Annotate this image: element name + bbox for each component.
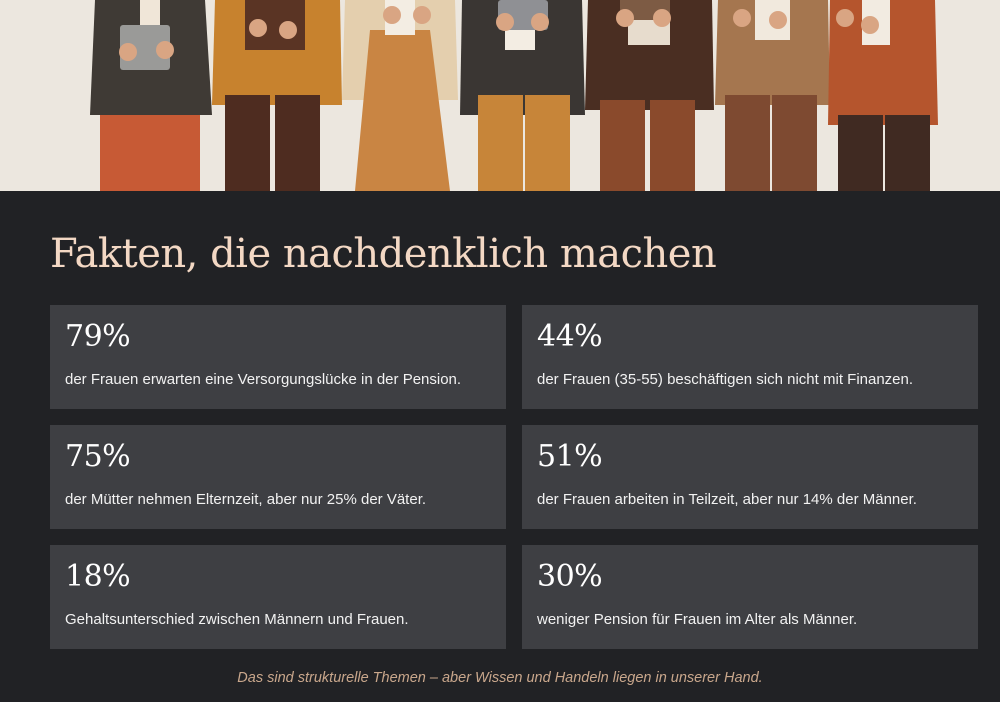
fact-text: weniger Pension für Frauen im Alter als … bbox=[537, 611, 858, 628]
figure-6 bbox=[715, 0, 830, 191]
figure-1 bbox=[90, 0, 212, 191]
fact-text: Gehaltsunterschied zwischen Männern und … bbox=[65, 611, 409, 628]
hero-image bbox=[0, 0, 1000, 191]
figure-2 bbox=[212, 0, 342, 191]
figure-5 bbox=[585, 0, 714, 191]
fact-card: 79% der Frauen erwarten eine Versorgungs… bbox=[50, 305, 506, 409]
fact-text: der Frauen (35-55) beschäftigen sich nic… bbox=[537, 371, 914, 388]
footer-note: Das sind strukturelle Themen – aber Wiss… bbox=[237, 670, 763, 686]
fact-stat: 18% bbox=[65, 559, 131, 594]
fact-stat: 44% bbox=[537, 319, 603, 354]
facts-section: Fakten, die nachdenklich machen 79% der … bbox=[0, 191, 1000, 702]
fact-stat: 79% bbox=[65, 319, 131, 354]
fact-stat: 30% bbox=[537, 559, 603, 594]
fact-text: der Frauen arbeiten in Teilzeit, aber nu… bbox=[537, 491, 917, 508]
fact-text: der Mütter nehmen Elternzeit, aber nur 2… bbox=[65, 491, 427, 508]
fact-text: der Frauen erwarten eine Versorgungslück… bbox=[65, 371, 462, 388]
figure-7 bbox=[828, 0, 938, 191]
figure-3 bbox=[342, 0, 458, 191]
fact-card: 75% der Mütter nehmen Elternzeit, aber n… bbox=[50, 425, 506, 529]
fact-stat: 51% bbox=[537, 439, 603, 474]
fact-card: 44% der Frauen (35-55) beschäftigen sich… bbox=[522, 305, 978, 409]
section-title: Fakten, die nachdenklich machen bbox=[50, 231, 717, 277]
fact-card: 51% der Frauen arbeiten in Teilzeit, abe… bbox=[522, 425, 978, 529]
women-team-illustration-icon bbox=[0, 0, 1000, 191]
fact-card: 30% weniger Pension für Frauen im Alter … bbox=[522, 545, 978, 649]
facts-grid: 79% der Frauen erwarten eine Versorgungs… bbox=[50, 305, 978, 649]
fact-card: 18% Gehaltsunterschied zwischen Männern … bbox=[50, 545, 506, 649]
fact-stat: 75% bbox=[65, 439, 131, 474]
figure-4 bbox=[460, 0, 585, 191]
